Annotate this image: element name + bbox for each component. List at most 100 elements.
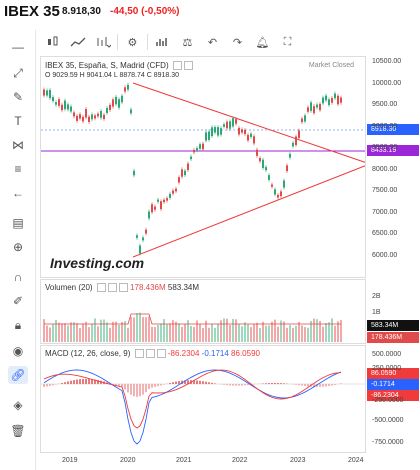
legend-visibility-box[interactable] [134, 349, 144, 359]
price-chart-canvas[interactable] [41, 57, 366, 278]
candle-body [301, 118, 303, 123]
volume-bar [172, 320, 174, 342]
macd-hist-bar [334, 384, 336, 385]
macd-hist-bar [124, 384, 126, 390]
macd-hist-bar [85, 378, 87, 384]
macd-hist-bar [322, 384, 324, 387]
candle-body [169, 193, 171, 198]
fullscreen-icon[interactable]: ⛶ [283, 35, 292, 48]
volume-bar [64, 323, 66, 342]
volume-bar [187, 320, 189, 342]
redo-icon[interactable]: ↷ [232, 36, 243, 49]
crosshair-icon[interactable]: — [12, 40, 24, 54]
macd-hist-bar [70, 380, 72, 384]
legend-close-box[interactable] [118, 283, 128, 293]
candle-body [142, 237, 144, 241]
candle-body [43, 89, 45, 96]
candle-body [223, 124, 225, 127]
candle-body [64, 100, 66, 110]
candles-icon[interactable] [40, 31, 65, 53]
legend-settings-box[interactable] [183, 61, 193, 71]
arrow-back-icon[interactable]: ← [12, 186, 24, 200]
text-tool-icon[interactable]: T [14, 114, 22, 128]
candle-body [253, 136, 255, 144]
macd-hist-bar [238, 384, 240, 386]
interval-icon[interactable] [90, 31, 115, 53]
macd-hist-bar [43, 384, 45, 387]
measure-tool-icon[interactable]: ▤ [12, 216, 24, 230]
candle-body [217, 127, 219, 136]
last-price-tag: 8918.30 [367, 124, 419, 135]
legend-settings-box[interactable] [107, 283, 117, 293]
candle-body [73, 112, 75, 117]
macd-hist-bar [319, 384, 321, 387]
macd-hist-bar [187, 380, 189, 384]
compare-scale-icon[interactable]: ⚖ [182, 36, 193, 49]
settings-gear-icon[interactable]: ⚙ [127, 36, 138, 49]
volume-bar [322, 326, 324, 342]
candle-body [130, 109, 132, 114]
macd-hist-bar [175, 381, 177, 384]
eye-icon[interactable]: ◉ [12, 344, 24, 358]
price-axis[interactable]: 8918.30 8433.19 10500.00 10000.00 9500.00 9… [366, 56, 420, 278]
macd-hist-bar [265, 383, 267, 384]
brush-tool-icon[interactable]: ✎ [12, 90, 24, 104]
price-chart-pane[interactable]: IBEX 35, España, S, Madrid (CFD) O 9029.… [40, 56, 366, 278]
layers-icon[interactable]: ◈ [13, 398, 23, 412]
macd-hist-bar [223, 384, 225, 385]
lock-icon[interactable]: 🔒︎ [14, 317, 22, 332]
macd-value-1: -86.2304 [167, 349, 200, 358]
candle-body [214, 127, 216, 133]
macd-hist-bar [208, 382, 210, 384]
volume-bar [232, 318, 234, 342]
macd-hist-bar [274, 382, 276, 384]
pattern-tool-icon[interactable]: ⋈ [12, 138, 24, 152]
candle-body [229, 121, 231, 129]
macd-hist-bar [55, 384, 57, 385]
macd-hist-bar [115, 384, 117, 386]
volume-legend: Volumen (20) 178.436M 583.34M [45, 283, 199, 293]
line-chart-icon[interactable] [65, 31, 90, 53]
legend-settings-box[interactable] [145, 349, 155, 359]
investing-logo: Investing.com [50, 255, 145, 271]
trendline-tool-icon[interactable]: ⤢ [13, 65, 23, 80]
candle-body [61, 104, 63, 111]
volume-bar [226, 318, 228, 342]
pencil-lock-icon[interactable]: ✐ [12, 294, 24, 308]
candle-body [181, 169, 183, 177]
macd-hist-bar [298, 384, 300, 386]
volume-bar [76, 323, 78, 342]
macd-tag-a: 86.0590 [367, 368, 419, 379]
volume-bar [298, 321, 300, 342]
undo-icon[interactable]: ↶ [207, 36, 218, 49]
candle-body [172, 190, 174, 194]
legend-close-box[interactable] [156, 349, 166, 359]
candle-body [265, 167, 267, 171]
macd-hist-bar [130, 384, 132, 395]
volume-pane[interactable]: Volumen (20) 178.436M 583.34M [40, 279, 366, 344]
trash-icon[interactable]: 🗑︎ [10, 424, 26, 438]
macd-hist-bar [148, 384, 150, 390]
legend-visibility-box[interactable] [172, 61, 182, 71]
candle-body [148, 211, 150, 219]
link-icon[interactable]: 🔗︎ [8, 366, 28, 384]
fib-tool-icon[interactable]: ≡ [14, 162, 22, 176]
candle-body [118, 99, 120, 108]
zoom-in-icon[interactable]: ⊕ [12, 240, 24, 254]
macd-hist-bar [67, 381, 69, 384]
volume-bar [124, 321, 126, 342]
magnet-icon[interactable]: ∩ [13, 270, 23, 284]
volume-bar [217, 323, 219, 342]
macd-pane[interactable]: MACD (12, 26, close, 9) -86.2304 -0.1714… [40, 345, 366, 453]
macd-hist-bar [91, 379, 93, 384]
price-tick: 10500.00 [372, 58, 402, 65]
macd-tag-b: -0.1714 [367, 379, 419, 390]
indicators-icon[interactable] [150, 31, 175, 53]
time-axis[interactable]: 2019 2020 2021 2022 2023 2024 [40, 454, 366, 470]
macd-hist-bar [202, 381, 204, 384]
candle-body [127, 84, 129, 90]
volume-bar [334, 325, 336, 342]
legend-visibility-box[interactable] [96, 283, 106, 293]
alert-bell-icon[interactable]: 🔔︎ [255, 36, 270, 49]
candle-body [334, 93, 336, 99]
